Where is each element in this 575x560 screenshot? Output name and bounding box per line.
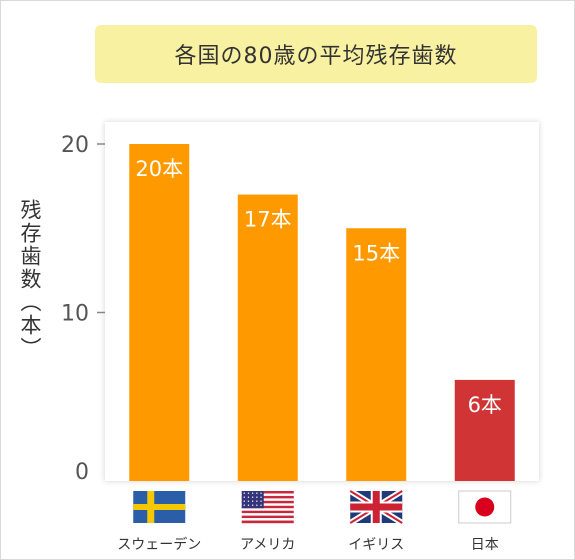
- y-tick-label: 0: [75, 460, 89, 485]
- bar-value-label: 6本: [468, 393, 502, 417]
- chart-title: 各国の80歳の平均残存歯数: [95, 25, 537, 83]
- usa-flag-icon: [241, 491, 294, 524]
- japan-flag-icon: [458, 490, 512, 524]
- bar-value-label: 15本: [352, 241, 400, 265]
- uk-flag-icon: [348, 488, 404, 526]
- bar-value-label: 17本: [244, 208, 292, 232]
- y-tick-label: 10: [61, 302, 89, 327]
- x-tick-label: スウェーデン: [117, 536, 201, 553]
- bar: [237, 194, 298, 482]
- bar: [454, 379, 515, 481]
- bar-value-label: 20本: [135, 157, 183, 181]
- x-tick-label: イギリス: [348, 537, 404, 553]
- x-tick-label: 日本: [471, 537, 499, 553]
- sweden-flag-icon: [133, 491, 186, 523]
- bar: [129, 144, 190, 481]
- y-tick-label: 20: [61, 133, 89, 158]
- y-axis-label: 残存歯数（本）: [18, 199, 42, 360]
- bar: [346, 228, 407, 481]
- x-tick-label: アメリカ: [240, 537, 295, 553]
